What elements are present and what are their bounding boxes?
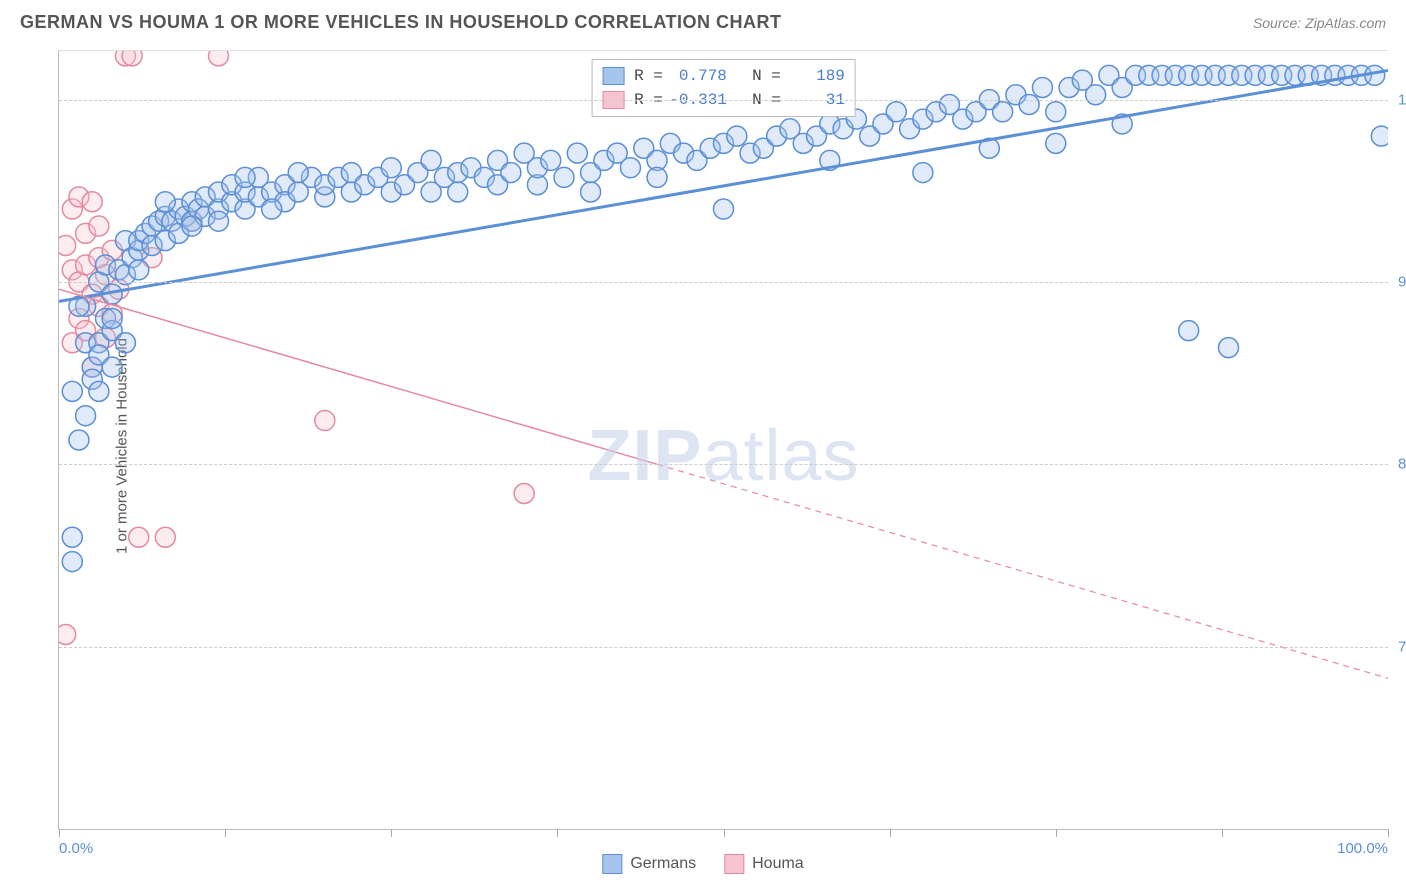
swatch-icon [724,854,744,874]
legend-bottom: Germans Houma [602,854,803,874]
x-axis-min-label: 0.0% [59,840,93,857]
y-tick-label: 92.5% [1398,273,1406,290]
chart-title: GERMAN VS HOUMA 1 OR MORE VEHICLES IN HO… [20,12,782,33]
y-tick-label: 77.5% [1398,638,1406,655]
legend-item-houma: Houma [724,854,804,874]
legend-item-germans: Germans [602,854,696,874]
stats-row-germans: R =0.778 N =189 [602,64,845,88]
y-tick-label: 85.0% [1398,456,1406,473]
swatch-icon [602,67,624,85]
y-tick-label: 100.0% [1398,91,1406,108]
scatter-plot-svg [59,51,1388,829]
source-label: Source: ZipAtlas.com [1253,15,1386,31]
legend-label: Houma [752,855,804,873]
x-axis-max-label: 100.0% [1337,840,1388,857]
stats-legend-box: R =0.778 N =189 R =-0.331 N =31 [591,59,856,117]
legend-label: Germans [630,855,696,873]
plot-area: ZIPatlas R =0.778 N =189 R =-0.331 N =31… [58,50,1388,830]
swatch-icon [602,854,622,874]
